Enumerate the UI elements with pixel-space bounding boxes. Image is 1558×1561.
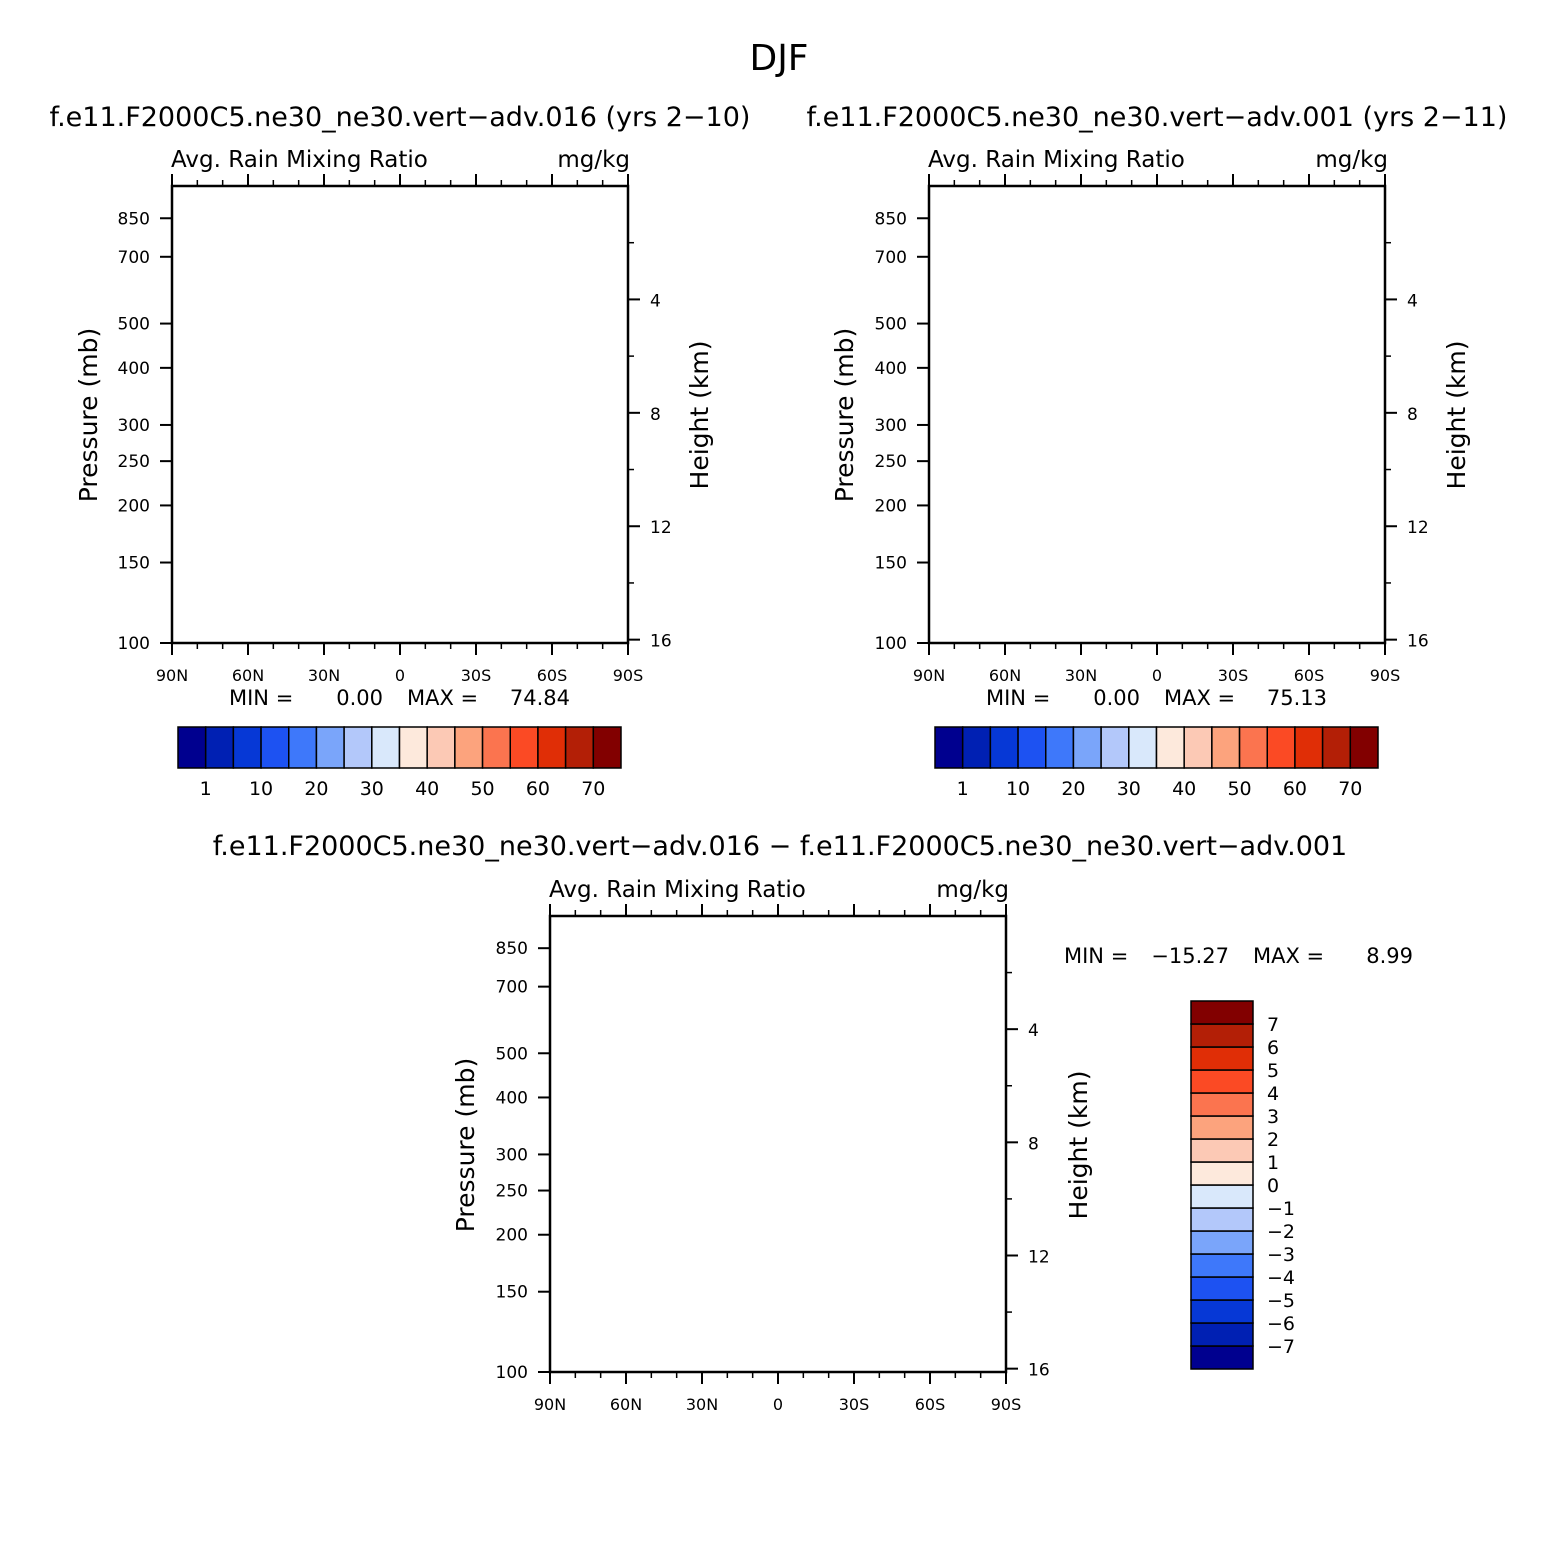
max-label: MAX = (407, 686, 478, 710)
units-label: mg/kg (557, 147, 630, 173)
max-value: 74.84 (510, 686, 570, 710)
field-label: Avg. Rain Mixing Ratio (171, 147, 428, 173)
min-label: MIN = (229, 686, 293, 710)
figure-title: DJF (749, 38, 808, 79)
case-title: f.e11.F2000C5.ne30_ne30.vert−adv.016 (yr… (50, 102, 751, 133)
y-axis-label-right: Height (km) (685, 341, 714, 490)
y-axis-label-left: Pressure (mb) (74, 328, 103, 502)
min-value: 0.00 (336, 686, 383, 710)
panel-case-016: f.e11.F2000C5.ne30_ne30.vert−adv.016 (yr… (50, 102, 751, 800)
